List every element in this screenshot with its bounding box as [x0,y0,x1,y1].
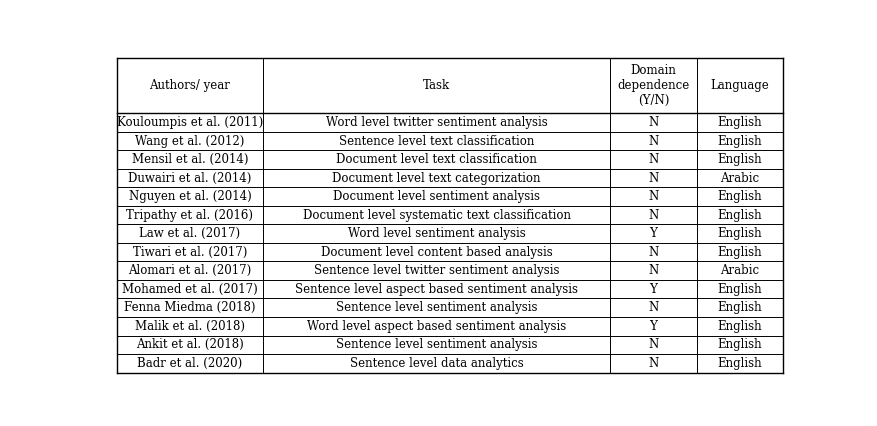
Text: N: N [647,301,658,314]
Text: N: N [647,264,658,277]
Text: Fenna Miedma (2018): Fenna Miedma (2018) [124,301,255,314]
Text: Sentence level data analytics: Sentence level data analytics [349,357,523,370]
Text: Sentence level twitter sentiment analysis: Sentence level twitter sentiment analysi… [314,264,559,277]
Text: Sentence level sentiment analysis: Sentence level sentiment analysis [336,301,537,314]
Text: N: N [647,135,658,147]
Text: Wang et al. (2012): Wang et al. (2012) [135,135,245,147]
Text: N: N [647,357,658,370]
Text: Document level sentiment analysis: Document level sentiment analysis [332,190,539,203]
Text: English: English [717,209,761,222]
Text: Sentence level sentiment analysis: Sentence level sentiment analysis [336,338,537,351]
Text: Y: Y [649,227,657,240]
Text: English: English [717,153,761,166]
Text: N: N [647,190,658,203]
Text: N: N [647,172,658,184]
Text: N: N [647,246,658,259]
Text: Tripathy et al. (2016): Tripathy et al. (2016) [126,209,253,222]
Text: English: English [717,301,761,314]
Text: Document level text classification: Document level text classification [336,153,537,166]
Text: Mensil et al. (2014): Mensil et al. (2014) [132,153,248,166]
Text: Arabic: Arabic [720,264,759,277]
Text: Arabic: Arabic [720,172,759,184]
Text: N: N [647,209,658,222]
Text: Y: Y [649,283,657,296]
Text: Mohamed et al. (2017): Mohamed et al. (2017) [122,283,258,296]
Text: N: N [647,153,658,166]
Text: N: N [647,116,658,129]
Text: English: English [717,320,761,333]
Text: English: English [717,135,761,147]
Text: Sentence level text classification: Sentence level text classification [339,135,534,147]
Text: Word level aspect based sentiment analysis: Word level aspect based sentiment analys… [307,320,566,333]
Text: Word level twitter sentiment analysis: Word level twitter sentiment analysis [325,116,547,129]
Text: Duwairi et al. (2014): Duwairi et al. (2014) [128,172,252,184]
Text: Word level sentiment analysis: Word level sentiment analysis [347,227,525,240]
Text: Domain
dependence
(Y/N): Domain dependence (Y/N) [617,64,688,107]
Text: Y: Y [649,320,657,333]
Text: Document level systematic text classification: Document level systematic text classific… [303,209,570,222]
Text: English: English [717,338,761,351]
Text: Task: Task [423,79,450,92]
Text: Sentence level aspect based sentiment analysis: Sentence level aspect based sentiment an… [295,283,577,296]
Text: N: N [647,338,658,351]
Text: Kouloumpis et al. (2011): Kouloumpis et al. (2011) [117,116,263,129]
Text: English: English [717,283,761,296]
Text: English: English [717,357,761,370]
Text: Badr et al. (2020): Badr et al. (2020) [137,357,242,370]
Text: English: English [717,246,761,259]
Text: English: English [717,190,761,203]
Text: Document level text categorization: Document level text categorization [332,172,540,184]
Text: Document level content based analysis: Document level content based analysis [320,246,552,259]
Text: Ankit et al. (2018): Ankit et al. (2018) [136,338,244,351]
Text: Malik et al. (2018): Malik et al. (2018) [135,320,245,333]
Text: Nguyen et al. (2014): Nguyen et al. (2014) [128,190,251,203]
Text: Language: Language [709,79,768,92]
Text: Tiwari et al. (2017): Tiwari et al. (2017) [132,246,246,259]
Text: Authors/ year: Authors/ year [149,79,230,92]
Text: Law et al. (2017): Law et al. (2017) [139,227,240,240]
Text: English: English [717,227,761,240]
Text: Alomari et al. (2017): Alomari et al. (2017) [128,264,251,277]
Text: English: English [717,116,761,129]
